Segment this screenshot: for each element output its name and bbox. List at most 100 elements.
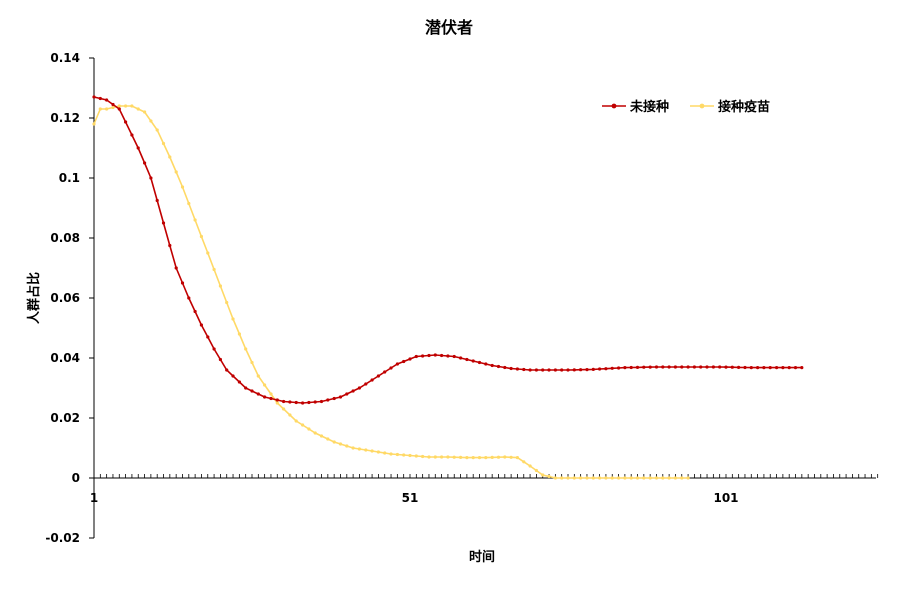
- data-point: [99, 107, 102, 110]
- data-point: [396, 453, 399, 456]
- data-point: [427, 455, 430, 458]
- data-point: [623, 476, 626, 479]
- data-point: [295, 401, 298, 404]
- data-point: [257, 392, 260, 395]
- data-point: [105, 107, 108, 110]
- data-point: [655, 365, 658, 368]
- data-point: [421, 354, 424, 357]
- data-point: [598, 367, 601, 370]
- data-point: [478, 361, 481, 364]
- data-point: [535, 368, 538, 371]
- data-point: [434, 455, 437, 458]
- data-point: [225, 368, 228, 371]
- data-point: [421, 455, 424, 458]
- data-point: [560, 476, 563, 479]
- data-point: [333, 397, 336, 400]
- y-tick-label: 0: [72, 471, 80, 485]
- data-point: [573, 476, 576, 479]
- data-point: [358, 447, 361, 450]
- data-point: [175, 170, 178, 173]
- data-point: [440, 354, 443, 357]
- data-point: [617, 476, 620, 479]
- y-tick-label: 0.08: [50, 231, 80, 245]
- data-point: [636, 476, 639, 479]
- data-point: [484, 456, 487, 459]
- data-point: [408, 357, 411, 360]
- data-point: [124, 120, 127, 123]
- data-point: [213, 347, 216, 350]
- data-point: [642, 476, 645, 479]
- data-point: [118, 104, 121, 107]
- data-point: [206, 251, 209, 254]
- series-1: [92, 104, 689, 479]
- data-point: [604, 476, 607, 479]
- data-point: [611, 367, 614, 370]
- data-point: [377, 450, 380, 453]
- data-point: [529, 464, 532, 467]
- data-point: [547, 368, 550, 371]
- data-point: [661, 365, 664, 368]
- data-point: [680, 476, 683, 479]
- data-point: [788, 366, 791, 369]
- data-point: [585, 476, 588, 479]
- data-point: [592, 476, 595, 479]
- data-point: [118, 107, 121, 110]
- data-point: [352, 446, 355, 449]
- data-point: [800, 366, 803, 369]
- data-point: [162, 221, 165, 224]
- data-point: [389, 366, 392, 369]
- data-point: [560, 368, 563, 371]
- data-point: [314, 431, 317, 434]
- data-point: [453, 355, 456, 358]
- data-point: [396, 362, 399, 365]
- data-point: [352, 389, 355, 392]
- data-point: [168, 155, 171, 158]
- data-point: [402, 453, 405, 456]
- data-point: [301, 423, 304, 426]
- data-point: [718, 365, 721, 368]
- data-point: [92, 122, 95, 125]
- data-point: [415, 355, 418, 358]
- data-point: [168, 244, 171, 247]
- data-point: [250, 389, 253, 392]
- data-point: [491, 456, 494, 459]
- legend-marker-icon: [612, 104, 617, 109]
- data-point: [213, 268, 216, 271]
- data-point: [156, 128, 159, 131]
- data-point: [472, 359, 475, 362]
- data-point: [604, 367, 607, 370]
- data-point: [143, 110, 146, 113]
- data-point: [636, 366, 639, 369]
- data-point: [295, 419, 298, 422]
- data-point: [276, 398, 279, 401]
- legend-label: 接种疫苗: [718, 99, 770, 115]
- y-axis: 0.14 0.12 0.1 0.08 0.06 0.04 0.02 0 -0.02: [45, 51, 94, 545]
- y-tick-label: -0.02: [45, 531, 80, 545]
- data-point: [737, 366, 740, 369]
- data-point: [206, 335, 209, 338]
- data-point: [529, 368, 532, 371]
- y-axis-label: 人群占比: [26, 272, 42, 324]
- data-point: [320, 434, 323, 437]
- data-point: [724, 366, 727, 369]
- data-point: [383, 370, 386, 373]
- legend: 未接种 接种疫苗: [602, 99, 770, 115]
- data-point: [491, 364, 494, 367]
- data-point: [535, 469, 538, 472]
- data-point: [440, 455, 443, 458]
- data-point: [105, 98, 108, 101]
- data-point: [668, 476, 671, 479]
- x-tick-label: 101: [713, 491, 738, 505]
- data-point: [731, 366, 734, 369]
- legend-label: 未接种: [629, 99, 669, 115]
- data-point: [630, 476, 633, 479]
- data-point: [522, 368, 525, 371]
- data-point: [516, 456, 519, 459]
- data-point: [712, 365, 715, 368]
- data-point: [130, 104, 133, 107]
- data-point: [389, 452, 392, 455]
- data-point: [288, 400, 291, 403]
- data-point: [307, 401, 310, 404]
- data-point: [446, 354, 449, 357]
